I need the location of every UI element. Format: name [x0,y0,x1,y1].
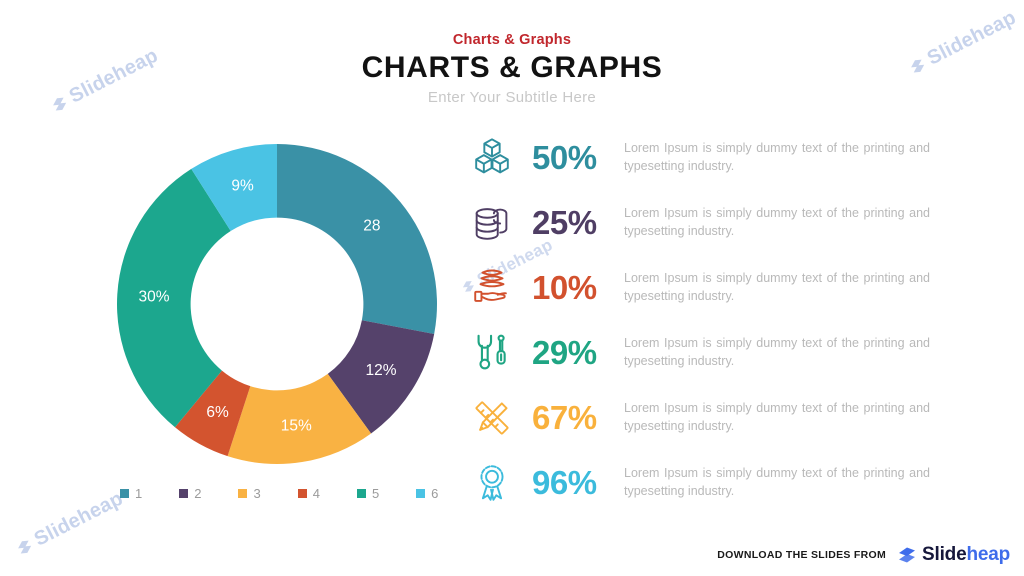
slide-header: Charts & Graphs CHARTS & GRAPHS Enter Yo… [0,32,1024,106]
award-icon [468,460,516,506]
stat-row: 67% Lorem Ipsum is simply dummy text of … [468,394,930,441]
brand-text-accent: heap [966,544,1010,565]
hand-layers-icon [468,265,516,311]
watermark-text: Slideheap [30,487,127,551]
stat-description: Lorem Ipsum is simply dummy text of the … [624,206,930,238]
donut-slice-label: 15% [281,418,312,435]
stat-description: Lorem Ipsum is simply dummy text of the … [624,401,930,433]
download-label: DOWNLOAD THE SLIDES FROM [717,549,887,561]
stat-row: 96% Lorem Ipsum is simply dummy text of … [468,459,930,506]
slideheap-logo-icon [18,540,32,554]
page-subtitle: Enter Your Subtitle Here [427,89,597,106]
stat-percent: 96% [532,463,597,501]
donut-slice [175,370,251,457]
stat-row: 29% Lorem Ipsum is simply dummy text of … [468,329,930,376]
legend-item: 4 [297,486,320,501]
tools-icon [468,330,516,376]
donut-slice [327,320,435,434]
legend-label: 1 [135,486,143,501]
legend-swatch [238,489,248,498]
legend-label: 5 [371,486,380,501]
legend-item: 3 [238,486,261,501]
donut-slice-label: 28 [363,218,380,235]
stat-row: 10% Lorem Ipsum is simply dummy text of … [468,264,930,311]
slideheap-watermark: Slideheap [11,487,127,561]
stat-description: Lorem Ipsum is simply dummy text of the … [624,141,930,173]
legend-label: 6 [431,486,439,501]
stat-description: Lorem Ipsum is simply dummy text of the … [624,336,930,368]
database-icon [468,200,516,246]
donut-slice-label: 12% [365,362,396,379]
legend-label: 3 [253,486,261,501]
legend-item: 5 [356,486,380,501]
stat-row: 50% Lorem Ipsum is simply dummy text of … [468,134,930,181]
stat-percent: 67% [532,398,597,436]
page-title: CHARTS & GRAPHS [361,51,663,84]
brand-text-dark: Slide [922,544,967,565]
donut-slice [117,168,231,428]
slideheap-logo[interactable]: Slideheap [896,544,1010,566]
legend-swatch [416,489,426,498]
donut-slice [277,144,438,334]
stat-description: Lorem Ipsum is simply dummy text of the … [624,466,930,498]
stat-percent: 29% [532,333,597,371]
slideheap-logo-icon [899,547,916,563]
chart-legend: 1 2 3 4 5 6 [120,486,438,501]
legend-swatch [297,489,307,498]
donut-slice-label: 6% [206,404,229,421]
stat-percent: 50% [532,138,597,176]
footer: DOWNLOAD THE SLIDES FROM Slideheap [717,544,1010,566]
donut-slice-label: 30% [138,288,169,305]
stat-description: Lorem Ipsum is simply dummy text of the … [624,271,930,303]
legend-item: 2 [179,486,201,501]
donut-slice-label: 9% [231,178,254,195]
stat-percent: 10% [532,268,597,306]
eyebrow-label: Charts & Graphs [452,32,572,48]
donut-chart: 28 12% 15% 6% 30% 9% [107,134,447,474]
pencil-ruler-icon [468,395,516,441]
legend-swatch [356,489,366,498]
legend-label: 4 [312,486,320,501]
cubes-icon [468,135,516,181]
stat-percent: 25% [532,203,597,241]
legend-item: 1 [120,486,142,501]
legend-swatch [120,489,129,498]
legend-swatch [179,489,189,498]
donut-slice [191,144,277,232]
stats-list: 50% Lorem Ipsum is simply dummy text of … [468,134,930,506]
donut-slice [227,373,372,465]
legend-item: 6 [416,486,438,501]
stat-row: 25% Lorem Ipsum is simply dummy text of … [468,199,930,246]
legend-label: 2 [194,486,202,501]
